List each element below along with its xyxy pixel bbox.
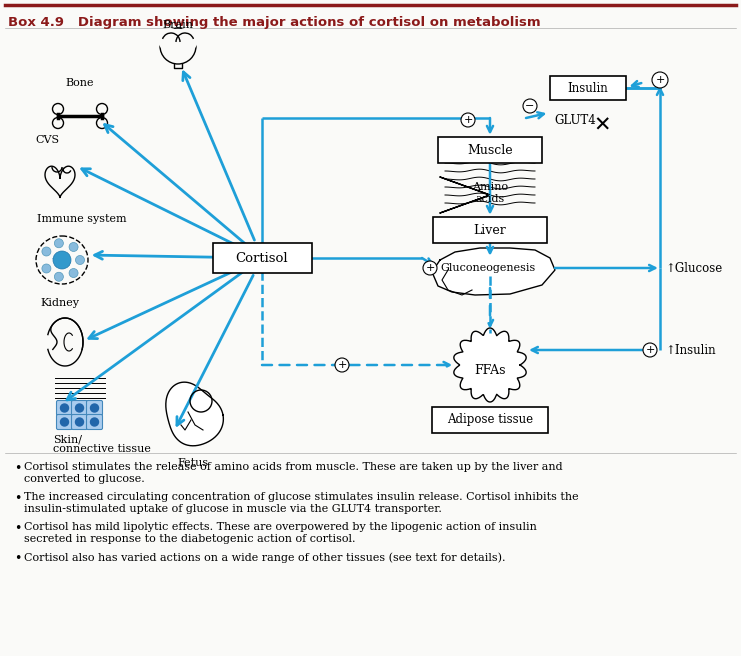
Text: +: +	[425, 263, 435, 273]
Text: +: +	[337, 360, 347, 370]
Text: Bone: Bone	[66, 78, 94, 88]
FancyBboxPatch shape	[438, 137, 542, 163]
Text: Kidney: Kidney	[40, 298, 79, 308]
Text: +: +	[645, 345, 655, 355]
Circle shape	[69, 268, 78, 277]
Circle shape	[423, 261, 437, 275]
Text: Cortisol also has varied actions on a wide range of other tissues (see text for : Cortisol also has varied actions on a wi…	[24, 552, 505, 563]
FancyBboxPatch shape	[71, 415, 87, 430]
Text: •: •	[14, 492, 21, 505]
Text: Amino
acids: Amino acids	[472, 182, 508, 204]
Circle shape	[523, 99, 537, 113]
FancyBboxPatch shape	[213, 243, 311, 273]
Text: Adipose tissue: Adipose tissue	[447, 413, 533, 426]
Text: −: −	[525, 101, 535, 111]
Text: GLUT4: GLUT4	[554, 114, 596, 127]
FancyBboxPatch shape	[432, 407, 548, 433]
Circle shape	[42, 247, 51, 256]
Circle shape	[174, 28, 198, 52]
Text: •: •	[14, 552, 21, 565]
Text: Immune system: Immune system	[37, 214, 127, 224]
Text: The increased circulating concentration of glucose stimulates insulin release. C: The increased circulating concentration …	[24, 492, 579, 502]
Circle shape	[53, 251, 71, 269]
Circle shape	[335, 358, 349, 372]
Circle shape	[61, 418, 68, 426]
FancyBboxPatch shape	[433, 217, 547, 243]
Text: •: •	[14, 522, 21, 535]
Text: Cortisol stimulates the release of amino acids from muscle. These are taken up b: Cortisol stimulates the release of amino…	[24, 462, 562, 472]
Text: insulin-stimulated uptake of glucose in muscle via the GLUT4 transporter.: insulin-stimulated uptake of glucose in …	[24, 504, 442, 514]
Text: •: •	[14, 462, 21, 475]
Circle shape	[158, 28, 182, 52]
Circle shape	[54, 272, 64, 281]
Polygon shape	[166, 382, 223, 446]
FancyBboxPatch shape	[550, 76, 626, 100]
Polygon shape	[453, 328, 526, 402]
Text: Box 4.9   Diagram showing the major actions of cortisol on metabolism: Box 4.9 Diagram showing the major action…	[8, 16, 541, 29]
Text: +: +	[655, 75, 665, 85]
Circle shape	[76, 404, 84, 412]
Circle shape	[76, 255, 84, 264]
Circle shape	[643, 343, 657, 357]
FancyBboxPatch shape	[87, 415, 102, 430]
Polygon shape	[432, 248, 555, 295]
FancyBboxPatch shape	[56, 415, 73, 430]
Text: Cortisol: Cortisol	[236, 251, 288, 264]
Circle shape	[69, 243, 78, 251]
Text: ✕: ✕	[594, 116, 611, 136]
Circle shape	[61, 404, 68, 412]
FancyBboxPatch shape	[56, 401, 73, 415]
Text: CVS: CVS	[35, 135, 59, 145]
Text: Liver: Liver	[473, 224, 506, 237]
Text: connective tissue: connective tissue	[53, 444, 151, 454]
Text: Muscle: Muscle	[467, 144, 513, 157]
Text: ↑Insulin: ↑Insulin	[665, 344, 716, 356]
Circle shape	[461, 113, 475, 127]
Text: +: +	[463, 115, 473, 125]
Circle shape	[90, 418, 99, 426]
Circle shape	[42, 264, 51, 273]
Circle shape	[76, 418, 84, 426]
FancyBboxPatch shape	[71, 401, 87, 415]
Text: Brain: Brain	[162, 20, 193, 30]
Text: FFAs: FFAs	[474, 363, 506, 377]
Text: converted to glucose.: converted to glucose.	[24, 474, 144, 485]
Text: Gluconeogenesis: Gluconeogenesis	[440, 263, 535, 273]
FancyBboxPatch shape	[87, 401, 102, 415]
Circle shape	[54, 239, 64, 248]
Circle shape	[652, 72, 668, 88]
Circle shape	[90, 404, 99, 412]
Text: ↑Glucose: ↑Glucose	[665, 262, 722, 274]
Text: Fetus: Fetus	[177, 458, 208, 468]
Text: Insulin: Insulin	[568, 81, 608, 94]
Text: Skin/: Skin/	[53, 435, 82, 445]
Text: Cortisol has mild lipolytic effects. These are overpowered by the lipogenic acti: Cortisol has mild lipolytic effects. The…	[24, 522, 537, 532]
Text: secreted in response to the diabetogenic action of cortisol.: secreted in response to the diabetogenic…	[24, 535, 356, 544]
